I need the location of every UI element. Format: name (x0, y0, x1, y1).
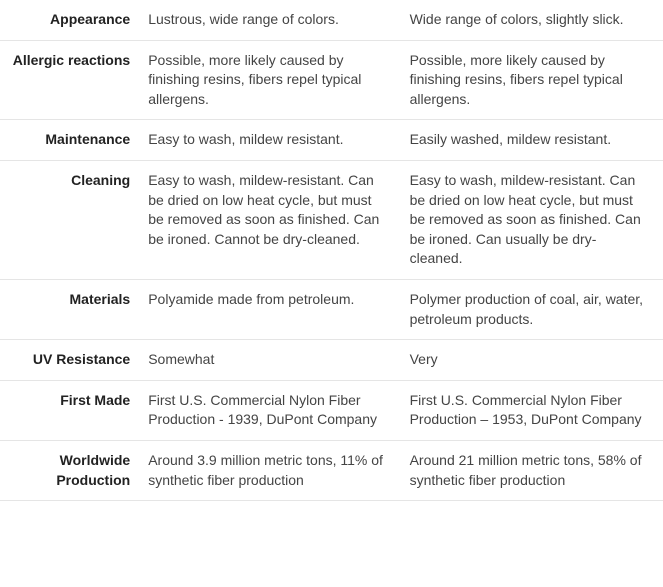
table-row: Maintenance Easy to wash, mildew resista… (0, 120, 663, 161)
row-value-1: Polyamide made from petroleum. (140, 279, 401, 339)
row-label: Worldwide Production (0, 440, 140, 500)
row-value-1: Somewhat (140, 340, 401, 381)
row-label: Maintenance (0, 120, 140, 161)
table-row: First Made First U.S. Commercial Nylon F… (0, 380, 663, 440)
comparison-table: Appearance Lustrous, wide range of color… (0, 0, 663, 501)
row-value-2: Possible, more likely caused by finishin… (402, 40, 663, 120)
row-value-2: Easy to wash, mildew-resistant. Can be d… (402, 160, 663, 279)
table-row: UV Resistance Somewhat Very (0, 340, 663, 381)
row-label: Appearance (0, 0, 140, 40)
row-label: First Made (0, 380, 140, 440)
row-value-1: Easy to wash, mildew resistant. (140, 120, 401, 161)
row-value-2: Easily washed, mildew resistant. (402, 120, 663, 161)
row-value-2: Polymer production of coal, air, water, … (402, 279, 663, 339)
row-label: UV Resistance (0, 340, 140, 381)
row-value-2: Very (402, 340, 663, 381)
row-value-1: First U.S. Commercial Nylon Fiber Produc… (140, 380, 401, 440)
table-row: Materials Polyamide made from petroleum.… (0, 279, 663, 339)
comparison-table-body: Appearance Lustrous, wide range of color… (0, 0, 663, 501)
table-row: Cleaning Easy to wash, mildew-resistant.… (0, 160, 663, 279)
row-value-2: First U.S. Commercial Nylon Fiber Produc… (402, 380, 663, 440)
row-value-1: Possible, more likely caused by finishin… (140, 40, 401, 120)
row-value-1: Around 3.9 million metric tons, 11% of s… (140, 440, 401, 500)
row-value-1: Lustrous, wide range of colors. (140, 0, 401, 40)
row-label: Allergic reactions (0, 40, 140, 120)
row-value-2: Around 21 million metric tons, 58% of sy… (402, 440, 663, 500)
table-row: Allergic reactions Possible, more likely… (0, 40, 663, 120)
table-row: Worldwide Production Around 3.9 million … (0, 440, 663, 500)
row-label: Materials (0, 279, 140, 339)
row-label: Cleaning (0, 160, 140, 279)
row-value-2: Wide range of colors, slightly slick. (402, 0, 663, 40)
table-row: Appearance Lustrous, wide range of color… (0, 0, 663, 40)
row-value-1: Easy to wash, mildew-resistant. Can be d… (140, 160, 401, 279)
